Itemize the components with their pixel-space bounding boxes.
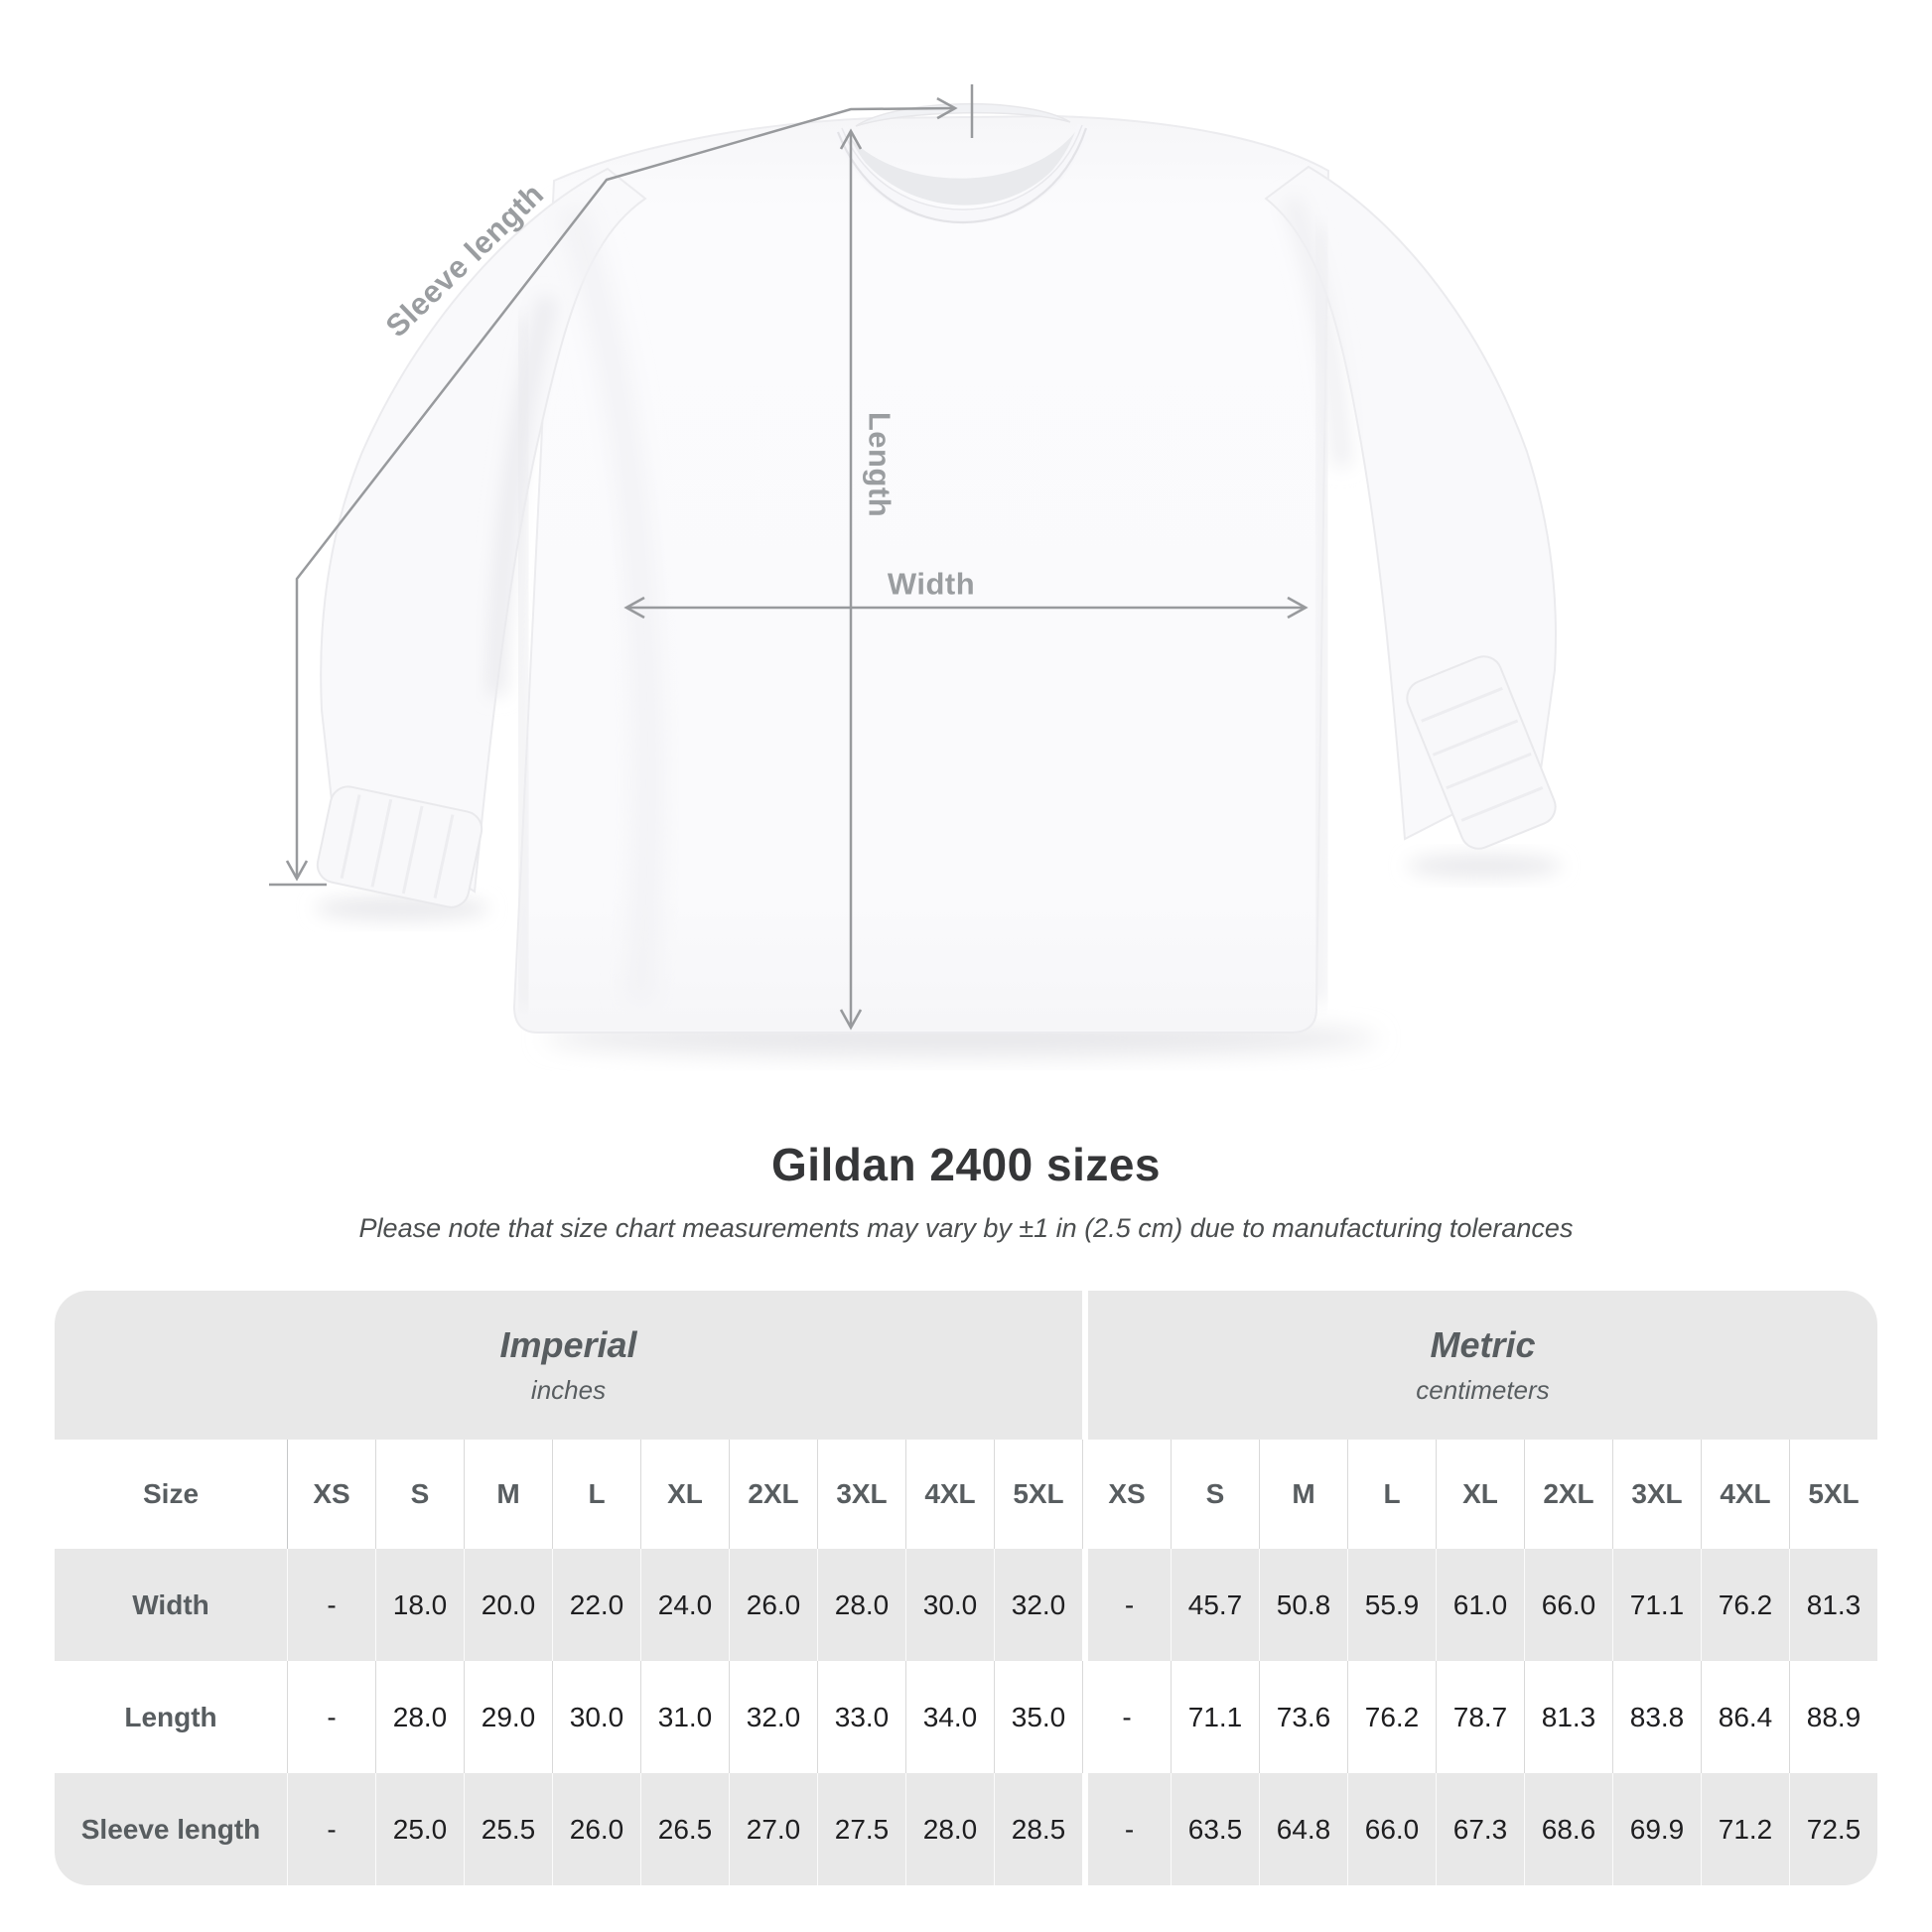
- imperial-value-cell: 24.0: [640, 1549, 729, 1661]
- metric-value-cell: 63.5: [1171, 1773, 1259, 1885]
- imperial-value-cell: 25.5: [464, 1773, 552, 1885]
- imperial-value-cell: 28.0: [905, 1773, 994, 1885]
- size-header-metric-xl: XL: [1436, 1440, 1524, 1549]
- metric-value-cell: 64.8: [1259, 1773, 1347, 1885]
- imperial-value-cell: 32.0: [994, 1549, 1082, 1661]
- size-column-header: Size: [55, 1440, 287, 1549]
- caption: Gildan 2400 sizes Please note that size …: [0, 1138, 1932, 1244]
- metric-value-cell: 76.2: [1701, 1549, 1789, 1661]
- length-label: Length: [863, 412, 897, 517]
- metric-value-cell: 50.8: [1259, 1549, 1347, 1661]
- size-table: Imperial inches Metric centimeters Size …: [55, 1291, 1877, 1885]
- imperial-value-cell: -: [287, 1661, 375, 1773]
- imperial-value-cell: 28.0: [817, 1549, 905, 1661]
- width-label: Width: [888, 567, 975, 602]
- metric-value-cell: 68.6: [1524, 1773, 1612, 1885]
- right-cuff: [1406, 655, 1557, 850]
- shirt-diagram-svg: Sleeve length Length Width: [269, 84, 1562, 1056]
- row-label: Width: [55, 1549, 287, 1661]
- metric-value-cell: 88.9: [1789, 1661, 1877, 1773]
- size-header-imperial-2xl: 2XL: [729, 1440, 817, 1549]
- metric-value-cell: 71.1: [1171, 1661, 1259, 1773]
- metric-value-cell: 71.1: [1612, 1549, 1701, 1661]
- sleeve-length-guide: [269, 84, 974, 887]
- size-header-metric-m: M: [1259, 1440, 1347, 1549]
- shirt-diagram: Sleeve length Length Width: [269, 84, 1562, 1056]
- metric-value-cell: 86.4: [1701, 1661, 1789, 1773]
- size-header-metric-l: L: [1347, 1440, 1436, 1549]
- metric-value-cell: 66.0: [1347, 1773, 1436, 1885]
- metric-value-cell: 72.5: [1789, 1773, 1877, 1885]
- size-header-imperial-s: S: [375, 1440, 464, 1549]
- imperial-label: Imperial: [499, 1324, 637, 1365]
- imperial-value-cell: 32.0: [729, 1661, 817, 1773]
- sleeve-length-row: Sleeve length -25.0 25.5 26.0 26.5 27.0 27.5 28…: [55, 1773, 1877, 1885]
- imperial-value-cell: 26.0: [552, 1773, 640, 1885]
- size-header-imperial-3xl: 3XL: [817, 1440, 905, 1549]
- size-header-metric-4xl: 4XL: [1701, 1440, 1789, 1549]
- imperial-value-cell: 28.0: [375, 1661, 464, 1773]
- imperial-value-cell: 35.0: [994, 1661, 1082, 1773]
- imperial-value-cell: 30.0: [552, 1661, 640, 1773]
- imperial-value-cell: 29.0: [464, 1661, 552, 1773]
- size-header-imperial-l: L: [552, 1440, 640, 1549]
- length-row: Length -28.0 29.0 30.0 31.0 32.0 33.0 34.0 35.0-…: [55, 1661, 1877, 1773]
- imperial-value-cell: 26.0: [729, 1549, 817, 1661]
- metric-value-cell: 76.2: [1347, 1661, 1436, 1773]
- metric-value-cell: 66.0: [1524, 1549, 1612, 1661]
- size-header-metric-xs: XS: [1082, 1440, 1171, 1549]
- imperial-value-cell: 28.5: [994, 1773, 1082, 1885]
- imperial-value-cell: 22.0: [552, 1549, 640, 1661]
- metric-label: Metric: [1430, 1324, 1536, 1365]
- metric-group-header: Metric centimeters: [1082, 1291, 1877, 1440]
- metric-value-cell: 67.3: [1436, 1773, 1524, 1885]
- metric-unit-label: centimeters: [1416, 1375, 1550, 1405]
- imperial-value-cell: 34.0: [905, 1661, 994, 1773]
- size-header-imperial-xl: XL: [640, 1440, 729, 1549]
- metric-value-cell: 73.6: [1259, 1661, 1347, 1773]
- imperial-value-cell: 31.0: [640, 1661, 729, 1773]
- metric-value-cell: 61.0: [1436, 1549, 1524, 1661]
- width-row: Width -18.0 20.0 22.0 24.0 26.0 28.0 30.0 32.0-4…: [55, 1549, 1877, 1661]
- size-header-metric-2xl: 2XL: [1524, 1440, 1612, 1549]
- size-header-imperial-m: M: [464, 1440, 552, 1549]
- size-header-metric-3xl: 3XL: [1612, 1440, 1701, 1549]
- imperial-value-cell: 20.0: [464, 1549, 552, 1661]
- metric-value-cell: 45.7: [1171, 1549, 1259, 1661]
- size-header-row: Size XS S M L XL 2XL 3XL 4XL 5XL XS S M L XL 2XL 3XL 4XL…: [55, 1440, 1877, 1549]
- imperial-value-cell: 26.5: [640, 1773, 729, 1885]
- metric-value-cell: -: [1082, 1661, 1171, 1773]
- imperial-value-cell: 25.0: [375, 1773, 464, 1885]
- imperial-group-header: Imperial inches: [55, 1291, 1082, 1440]
- size-header-metric-s: S: [1171, 1440, 1259, 1549]
- chart-title: Gildan 2400 sizes: [770, 1139, 1162, 1190]
- metric-value-cell: 78.7: [1436, 1661, 1524, 1773]
- metric-value-cell: 81.3: [1789, 1549, 1877, 1661]
- metric-value-cell: 55.9: [1347, 1549, 1436, 1661]
- tolerance-note: Please note that size chart measurements…: [358, 1213, 1574, 1243]
- imperial-value-cell: -: [287, 1773, 375, 1885]
- size-header-metric-5xl: 5XL: [1789, 1440, 1877, 1549]
- row-label: Sleeve length: [55, 1773, 287, 1885]
- unit-group-row: Imperial inches Metric centimeters: [55, 1291, 1877, 1440]
- metric-value-cell: -: [1082, 1773, 1171, 1885]
- size-header-imperial-4xl: 4XL: [905, 1440, 994, 1549]
- metric-value-cell: 69.9: [1612, 1773, 1701, 1885]
- row-label: Length: [55, 1661, 287, 1773]
- size-header-imperial-xs: XS: [287, 1440, 375, 1549]
- imperial-value-cell: 18.0: [375, 1549, 464, 1661]
- metric-value-cell: 71.2: [1701, 1773, 1789, 1885]
- imperial-value-cell: 30.0: [905, 1549, 994, 1661]
- metric-value-cell: -: [1082, 1549, 1171, 1661]
- size-header-imperial-5xl: 5XL: [994, 1440, 1082, 1549]
- metric-value-cell: 81.3: [1524, 1661, 1612, 1773]
- imperial-value-cell: 33.0: [817, 1661, 905, 1773]
- metric-value-cell: 83.8: [1612, 1661, 1701, 1773]
- imperial-value-cell: -: [287, 1549, 375, 1661]
- imperial-value-cell: 27.5: [817, 1773, 905, 1885]
- imperial-value-cell: 27.0: [729, 1773, 817, 1885]
- imperial-unit-label: inches: [530, 1375, 607, 1405]
